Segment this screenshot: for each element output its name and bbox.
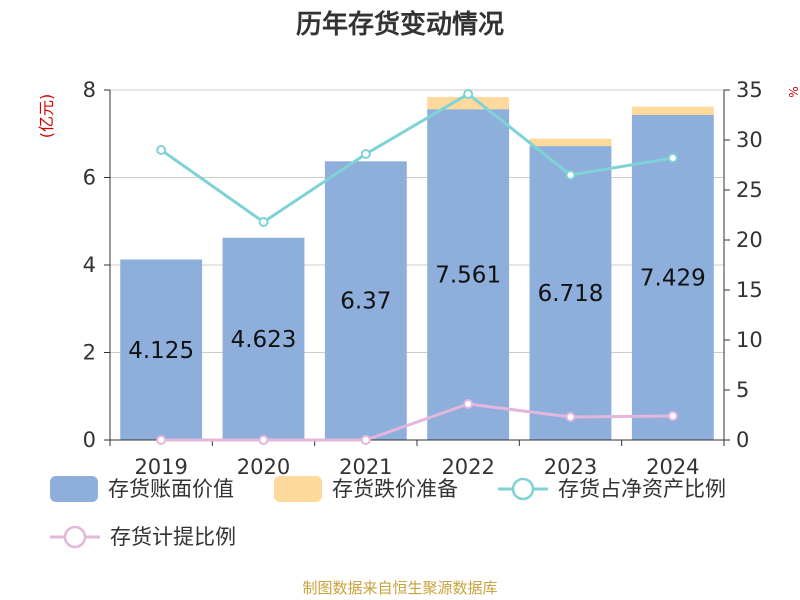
bar-book-value-2022 xyxy=(427,109,510,441)
data-label-2019: 4.125 xyxy=(128,338,194,364)
legend: 存货账面价值 存货跌价准备 存货占净资产比例 存货计提比例 xyxy=(50,476,726,549)
y2-tick-label-25: 25 xyxy=(736,178,763,202)
y2-axis-label: % xyxy=(787,86,800,97)
x-tick-label-2021: 2021 xyxy=(339,455,392,479)
legend-item-net-asset-ratio[interactable]: 存货占净资产比例 xyxy=(498,477,726,501)
legend-label-impairment: 存货跌价准备 xyxy=(332,477,458,501)
point-net-asset-ratio-2020 xyxy=(258,217,269,227)
y2-tick-label-5: 5 xyxy=(736,378,749,402)
bar-book-value-2024 xyxy=(631,114,714,440)
y2-tick-label-15: 15 xyxy=(736,278,763,302)
point-provision-ratio-2022 xyxy=(463,399,474,409)
legend-swatch-book-value xyxy=(50,476,98,502)
y2-tick-label-35: 35 xyxy=(736,78,763,102)
data-label-2021: 6.37 xyxy=(340,289,391,315)
bar-book-value-2023 xyxy=(529,146,612,440)
x-tick-label-2020: 2020 xyxy=(237,455,290,479)
point-net-asset-ratio-2021 xyxy=(360,149,371,159)
legend-item-book-value[interactable]: 存货账面价值 xyxy=(50,476,234,502)
point-net-asset-ratio-2023 xyxy=(565,170,576,180)
x-tick-label-2022: 2022 xyxy=(441,455,494,479)
point-net-asset-ratio-2019 xyxy=(156,145,167,155)
point-provision-ratio-2024 xyxy=(667,411,678,421)
data-label-2020: 4.623 xyxy=(231,327,297,353)
bar-impairment-2023 xyxy=(529,138,612,147)
data-label-2022: 7.561 xyxy=(435,263,501,289)
legend-label-provision-ratio: 存货计提比例 xyxy=(110,525,236,549)
bar-book-value-2020 xyxy=(222,237,305,440)
legend-label-net-asset-ratio: 存货占净资产比例 xyxy=(558,477,726,501)
y-axis-label: (亿元) xyxy=(37,94,56,139)
y-tick-label-8: 8 xyxy=(83,78,96,102)
legend-marker-provision-ratio xyxy=(63,525,87,549)
bars xyxy=(120,96,714,441)
chart-title: 历年存货变动情况 xyxy=(296,9,504,40)
y2-tick-label-20: 20 xyxy=(736,228,763,252)
legend-label-book-value: 存货账面价值 xyxy=(108,477,234,501)
source-note: 制图数据来自恒生聚源数据库 xyxy=(302,579,497,597)
line-provision-ratio xyxy=(161,402,673,442)
x-tick-label-2024: 2024 xyxy=(646,455,699,479)
y-tick-label-0: 0 xyxy=(83,428,96,452)
x-tick-label-2019: 2019 xyxy=(134,455,187,479)
legend-marker-net-asset-ratio xyxy=(511,477,535,501)
point-provision-ratio-2023 xyxy=(565,412,576,422)
point-net-asset-ratio-2022 xyxy=(463,89,474,99)
x-tick-label-2023: 2023 xyxy=(544,455,597,479)
lines xyxy=(156,89,678,445)
data-label-2024: 7.429 xyxy=(640,265,706,291)
point-provision-ratio-2021 xyxy=(360,435,371,445)
legend-item-provision-ratio[interactable]: 存货计提比例 xyxy=(50,525,236,549)
data-labels: 4.125 4.623 6.37 7.561 6.718 7.429 xyxy=(128,263,706,364)
point-provision-ratio-2019 xyxy=(156,435,167,445)
y2-tick-label-0: 0 xyxy=(736,428,749,452)
line-net-asset-ratio xyxy=(160,92,674,224)
point-provision-ratio-2020 xyxy=(258,435,269,445)
y2-tick-label-10: 10 xyxy=(736,328,763,352)
y-tick-label-6: 6 xyxy=(83,166,96,190)
data-label-2023: 6.718 xyxy=(538,281,604,307)
point-net-asset-ratio-2024 xyxy=(667,153,678,163)
y-tick-label-2: 2 xyxy=(83,341,96,365)
bar-impairment-2024 xyxy=(631,106,714,115)
bar-book-value-2021 xyxy=(324,161,407,440)
y-tick-label-4: 4 xyxy=(83,253,96,277)
legend-item-impairment[interactable]: 存货跌价准备 xyxy=(274,476,458,502)
bar-book-value-2019 xyxy=(120,259,203,440)
legend-swatch-impairment xyxy=(274,476,322,502)
axes: 0 2 4 6 8 0 5 10 15 20 25 30 35 2019 2020 2021 2022 2023 2… xyxy=(83,78,763,479)
y2-tick-label-30: 30 xyxy=(736,128,763,152)
